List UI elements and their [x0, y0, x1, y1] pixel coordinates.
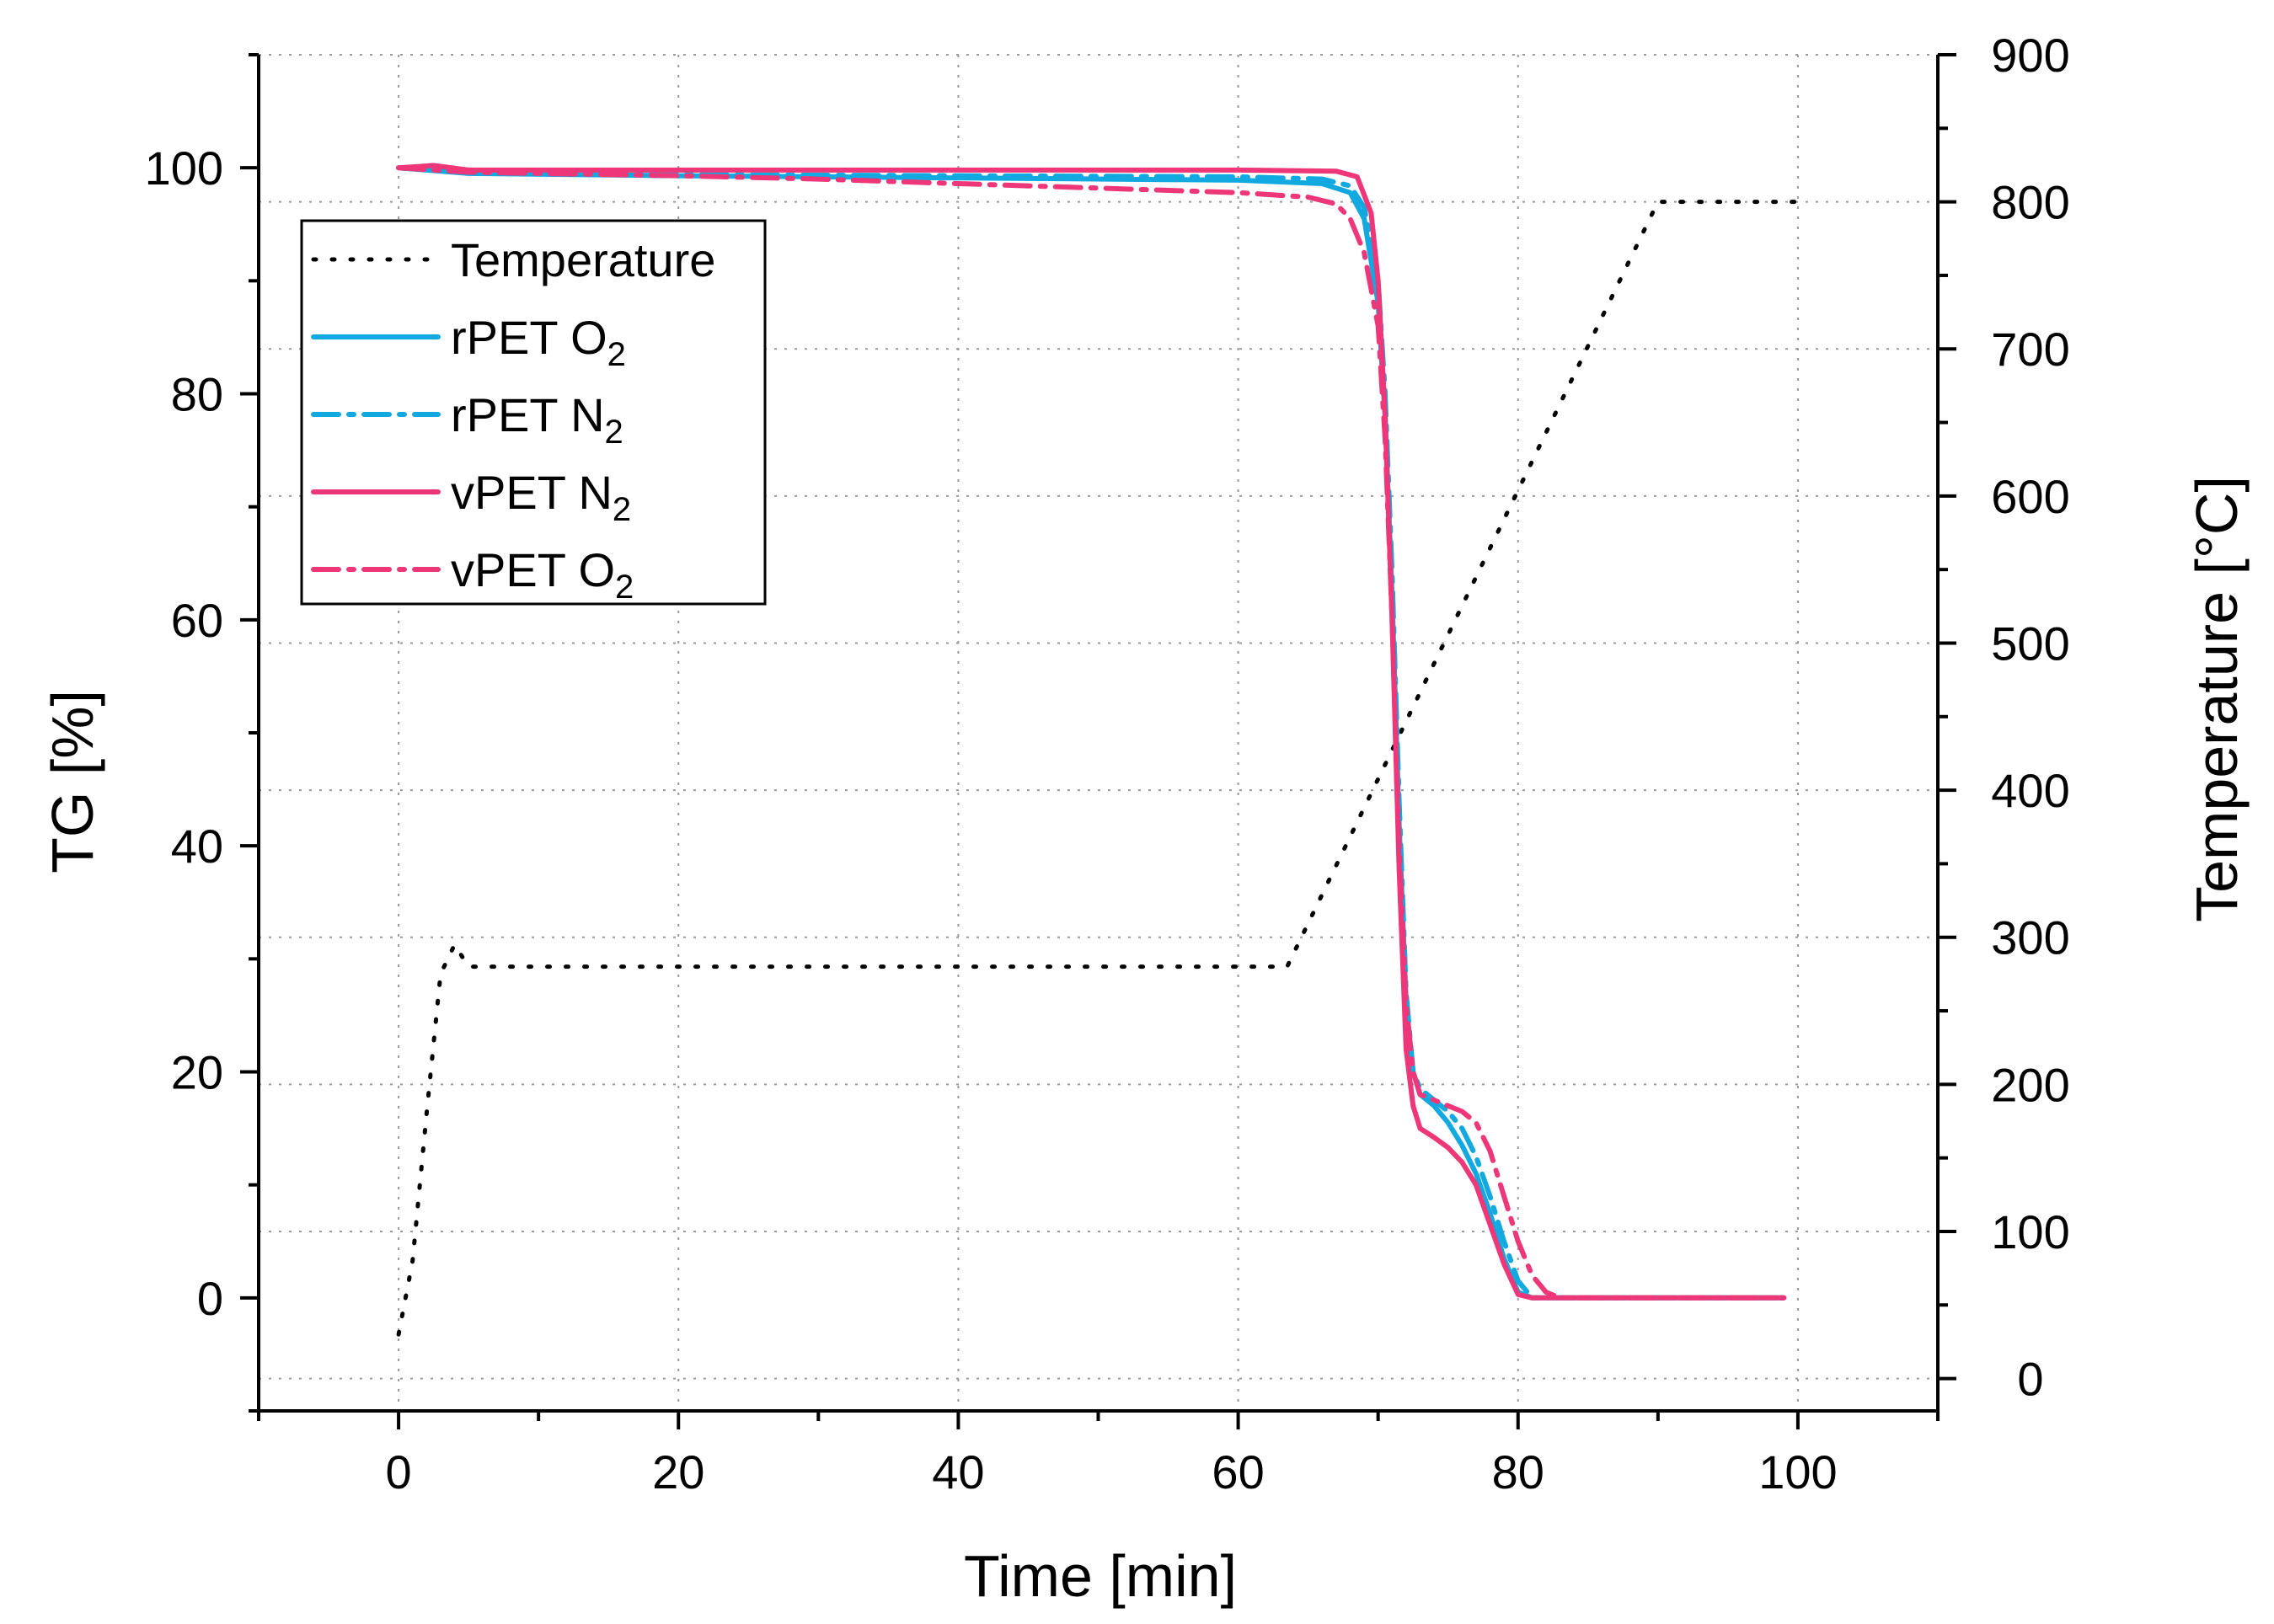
x-tick-label: 20: [652, 1445, 704, 1498]
y2-tick-label: 900: [1991, 29, 2069, 82]
y-tick-label: 80: [171, 368, 223, 421]
y-tick-label: 100: [145, 142, 223, 195]
axis-ticks: 0 20 40 60 80 100 0 20 40 60 80 100 0 100 200 300 400 500…: [145, 29, 2070, 1498]
x-tick-label: 100: [1758, 1445, 1837, 1498]
y-tick-label: 60: [171, 594, 223, 647]
y2-tick-label: 200: [1991, 1058, 2069, 1111]
grid-lines: [259, 54, 1938, 1411]
y2-tick-label: 100: [1991, 1205, 2069, 1258]
legend-subscript: 2: [607, 336, 626, 373]
plot-series: [396, 163, 1800, 1337]
series-line-rpet-n2: [396, 165, 1787, 1301]
x-axis-title: Time [min]: [964, 1543, 1237, 1609]
legend-label: rPET N2: [451, 388, 623, 451]
legend-label: Temperature: [451, 233, 715, 286]
y2-tick-label: 700: [1991, 323, 2069, 376]
legend-subscript: 2: [605, 414, 623, 451]
x-tick-label: 40: [932, 1445, 984, 1498]
y2-tick-label: 0: [2017, 1353, 2043, 1406]
x-tick-label: 80: [1492, 1445, 1544, 1498]
legend-label: rPET O2: [451, 311, 626, 373]
legend: Temperature rPET O2 rPET N2 vPET N2 vPET O2: [300, 219, 767, 606]
y-axis-title: TG [%]: [40, 690, 105, 873]
legend-label: vPET O2: [451, 543, 634, 606]
y-tick-label: 40: [171, 820, 223, 873]
y2-axis-title: Temperature [°C]: [2184, 476, 2250, 922]
y2-tick-label: 600: [1991, 470, 2069, 523]
y-tick-label: 0: [197, 1272, 223, 1325]
series-line-vpet-o2: [396, 165, 1787, 1301]
x-tick-label: 60: [1212, 1445, 1264, 1498]
y2-tick-label: 800: [1991, 176, 2069, 229]
legend-label: vPET N2: [451, 466, 631, 528]
legend-subscript: 2: [615, 569, 634, 606]
legend-subscript: 2: [613, 491, 631, 528]
y2-tick-label: 400: [1991, 764, 2069, 817]
y-tick-label: 20: [171, 1046, 223, 1099]
y2-tick-label: 300: [1991, 911, 2069, 964]
y2-tick-label: 500: [1991, 617, 2069, 670]
x-tick-label: 0: [386, 1445, 412, 1498]
